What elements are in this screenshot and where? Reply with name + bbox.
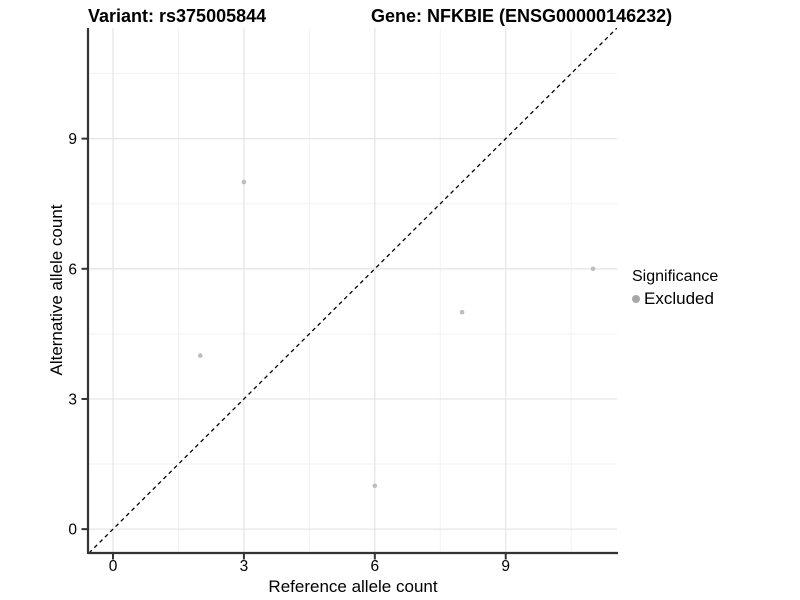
data-point xyxy=(590,266,596,272)
x-tick-label: 3 xyxy=(240,558,249,575)
legend-point-icon xyxy=(632,295,640,303)
legend: Significance Excluded xyxy=(632,267,718,309)
data-point xyxy=(459,309,465,315)
y-tick-label: 6 xyxy=(68,261,77,278)
plot-title-variant: Variant: rs375005844 xyxy=(88,6,267,26)
y-tick-label: 9 xyxy=(68,131,77,148)
x-tick-label: 0 xyxy=(109,558,118,575)
y-tick-label: 0 xyxy=(68,522,77,539)
x-axis-title: Reference allele count xyxy=(268,577,438,596)
data-point xyxy=(241,179,247,185)
legend-title: Significance xyxy=(632,268,719,285)
legend-item-label: Excluded xyxy=(644,289,714,308)
y-axis-title: Alternative allele count xyxy=(47,204,66,376)
legend-item-excluded: Excluded xyxy=(632,289,718,309)
data-point xyxy=(197,353,203,358)
data-point xyxy=(372,483,378,489)
identity-dashed-line xyxy=(89,28,617,553)
x-tick-label: 9 xyxy=(501,558,510,575)
x-tick-label: 6 xyxy=(371,558,380,575)
y-tick-label: 3 xyxy=(68,391,77,408)
plot-title-gene: Gene: NFKBIE (ENSG00000146232) xyxy=(371,6,673,26)
